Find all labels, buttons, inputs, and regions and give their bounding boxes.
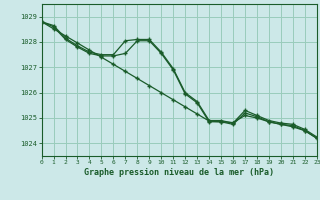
X-axis label: Graphe pression niveau de la mer (hPa): Graphe pression niveau de la mer (hPa) [84,168,274,177]
